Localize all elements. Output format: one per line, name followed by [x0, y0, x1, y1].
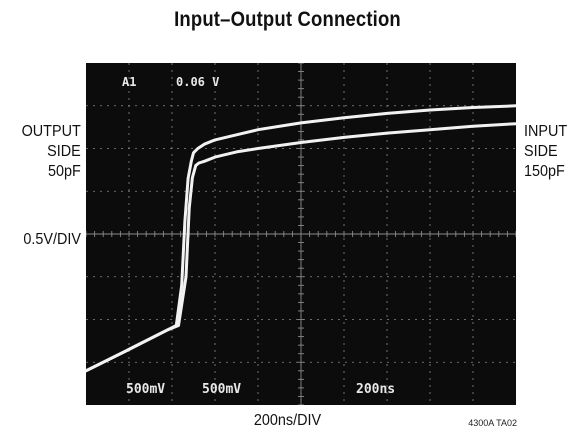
cursor-label: A1 — [122, 75, 136, 89]
output-side-line2: SIDE — [47, 143, 81, 160]
ch2-scale-readout: 500mV — [202, 382, 241, 397]
scope-grid — [86, 63, 516, 405]
output-side-line1: OUTPUT — [21, 123, 81, 140]
time-scale-label: 200ns/DIV — [253, 412, 322, 429]
cursor-value: 0.06 V — [176, 75, 219, 89]
ch1-scale-readout: 500mV — [126, 382, 165, 397]
input-side-line3: 150pF — [524, 163, 565, 180]
oscilloscope-screen: A1 0.06 V 500mV 500mV 200ns — [86, 63, 516, 405]
output-side-line3: 50pF — [48, 163, 81, 180]
input-side-line2: SIDE — [524, 143, 558, 160]
trace-output-side — [86, 104, 516, 373]
output-side-label: OUTPUT SIDE 50pF — [22, 122, 81, 182]
trace-input-side — [86, 122, 516, 373]
timebase-readout: 200ns — [356, 382, 395, 397]
figure-code: 4300A TA02 — [468, 418, 517, 428]
vertical-scale-label: 0.5V/DIV — [23, 231, 81, 248]
input-side-line1: INPUT — [524, 123, 568, 140]
scope-traces — [86, 104, 516, 373]
chart-title: Input–Output Connection — [174, 8, 401, 31]
input-side-label: INPUT SIDE 150pF — [524, 122, 567, 182]
